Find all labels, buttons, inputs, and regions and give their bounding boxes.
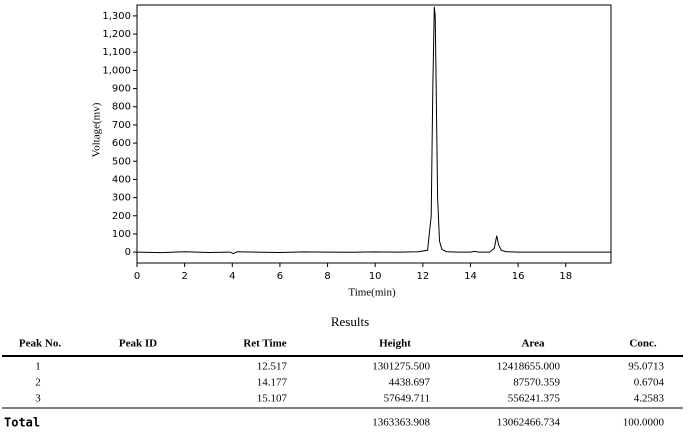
column-header: Conc.	[629, 338, 656, 350]
column-header: Peak ID	[119, 338, 157, 350]
total-cell: 13062466.734	[497, 417, 561, 429]
x-tick-label: 6	[277, 271, 283, 282]
total-label: Total	[4, 416, 40, 430]
y-tick-label: 1,300	[102, 11, 131, 22]
table-cell: 4.2583	[634, 393, 665, 405]
table-cell: 14.177	[257, 377, 288, 389]
y-tick-label: 200	[112, 211, 131, 222]
y-axis-label: Voltage(mv)	[91, 102, 103, 157]
column-header: Height	[379, 338, 411, 350]
table-cell: 1	[35, 361, 41, 373]
column-header: Peak No.	[19, 338, 61, 350]
column-header: Ret Time	[243, 338, 286, 350]
y-tick-label: 900	[112, 84, 131, 95]
y-tick-label: 1,000	[102, 65, 131, 76]
x-axis-label: Time(min)	[348, 287, 396, 299]
x-tick-label: 8	[324, 271, 330, 282]
table-cell: 15.107	[257, 393, 288, 405]
y-tick-label: 300	[112, 193, 131, 204]
plot-frame	[136, 4, 612, 264]
x-tick-label: 4	[229, 271, 235, 282]
table-cell: 4438.697	[389, 377, 431, 389]
x-tick-label: 10	[369, 271, 382, 282]
column-header: Area	[521, 338, 545, 350]
y-tick-label: 500	[112, 156, 131, 167]
x-tick-label: 2	[181, 271, 187, 282]
table-cell: 2	[35, 377, 41, 389]
total-cell: 100.0000	[623, 417, 665, 429]
y-tick-label: 1,100	[102, 47, 131, 58]
table-cell: 57649.711	[384, 393, 430, 405]
table-cell: 87570.359	[513, 377, 560, 389]
table-cell: 3	[35, 393, 41, 405]
y-tick-label: 700	[112, 120, 131, 131]
table-cell: 1301275.500	[372, 361, 430, 373]
y-tick-label: 800	[112, 102, 131, 113]
table-cell: 95.0713	[628, 361, 664, 373]
total-cell: 1363363.908	[372, 417, 430, 429]
y-tick-label: 0	[125, 247, 131, 258]
y-tick-label: 400	[112, 174, 131, 185]
chromatogram-line	[136, 6, 611, 255]
y-tick-label: 600	[112, 138, 131, 149]
table-title: Results	[331, 314, 369, 329]
table-cell: 12418655.000	[497, 361, 561, 373]
table-cell: 12.517	[257, 361, 288, 373]
x-tick-label: 16	[512, 271, 525, 282]
table-cell: 556241.375	[508, 393, 561, 405]
y-tick-label: 1,200	[102, 29, 131, 40]
x-tick-label: 0	[134, 271, 140, 282]
x-tick-label: 14	[464, 271, 477, 282]
x-tick-label: 18	[559, 271, 572, 282]
y-tick-label: 100	[112, 229, 131, 240]
table-cell: 0.6704	[634, 377, 665, 389]
x-tick-label: 12	[416, 271, 429, 282]
